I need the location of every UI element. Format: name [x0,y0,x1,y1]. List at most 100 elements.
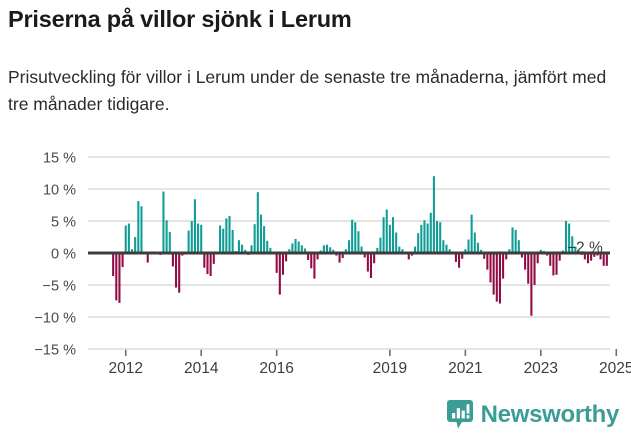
chart-bar[interactable] [278,253,281,295]
chart-bar[interactable] [555,253,558,275]
chart-bar[interactable] [307,253,310,261]
chart-bar[interactable] [533,253,536,285]
chart-bar[interactable] [190,221,193,253]
chart-bar[interactable] [454,253,457,262]
chart-bar[interactable] [495,253,498,302]
chart-bar[interactable] [414,246,417,253]
chart-bar[interactable] [458,253,461,268]
chart-bar[interactable] [489,253,492,283]
chart-bar[interactable] [373,253,376,264]
chart-bar[interactable] [423,220,426,253]
chart-bar[interactable] [203,253,206,268]
chart-bar[interactable] [162,191,165,253]
chart-bar[interactable] [508,249,511,253]
chart-bar[interactable] [498,253,501,304]
chart-bar[interactable] [178,253,181,293]
chart-bar[interactable] [322,245,325,253]
chart-bar[interactable] [505,253,508,260]
chart-bar[interactable] [366,253,369,272]
chart-bar[interactable] [231,229,234,253]
chart-bar[interactable] [288,249,291,253]
chart-bar[interactable] [426,223,429,253]
chart-bar[interactable] [269,247,272,253]
chart-bar[interactable] [212,253,215,264]
chart-bar[interactable] [225,218,228,253]
chart-bar[interactable] [369,253,373,278]
chart-bar[interactable] [590,253,593,261]
chart-bar[interactable] [115,253,118,301]
chart-bar[interactable] [200,224,203,253]
chart-bar[interactable] [382,217,385,253]
chart-bar[interactable] [470,214,473,253]
chart-bar[interactable] [341,253,344,259]
chart-bar[interactable] [297,241,300,253]
chart-bar[interactable] [574,246,577,253]
chart-bar[interactable] [492,253,495,295]
chart-bar[interactable] [395,232,398,253]
chart-bar[interactable] [344,249,347,253]
chart-bar[interactable] [112,253,115,277]
chart-bar[interactable] [401,249,404,253]
chart-bar[interactable] [420,224,423,253]
chart-bar[interactable] [527,253,530,284]
chart-bar[interactable] [517,240,520,253]
chart-bar[interactable] [266,240,269,253]
chart-bar[interactable] [137,201,140,253]
chart-bar[interactable] [417,233,420,253]
chart-bar[interactable] [486,253,489,270]
chart-bar[interactable] [605,253,608,266]
chart-bar[interactable] [313,253,316,279]
chart-bar[interactable] [291,243,294,253]
chart-bar[interactable] [552,253,555,276]
chart-bar[interactable] [168,231,171,253]
chart-bar[interactable] [568,223,571,253]
chart-bar[interactable] [549,253,552,266]
newsworthy-logo[interactable]: Newsworthy [446,400,619,429]
chart-bar[interactable] [253,224,256,253]
chart-bar[interactable] [332,249,335,253]
chart-bar[interactable] [376,247,379,253]
chart-bar[interactable] [193,199,196,253]
chart-bar[interactable] [222,228,225,253]
chart-bar[interactable] [256,192,259,253]
chart-bar[interactable] [388,224,391,253]
chart-bar[interactable] [514,229,517,253]
chart-bar[interactable] [338,253,341,263]
chart-bar[interactable] [165,220,168,253]
chart-bar[interactable] [363,253,366,258]
chart-bar[interactable] [467,239,470,253]
chart-bar[interactable] [586,253,590,264]
chart-bar[interactable] [502,253,505,279]
chart-bar[interactable] [439,222,442,253]
chart-bar[interactable] [448,249,451,253]
chart-bar[interactable] [300,245,303,253]
chart-bar[interactable] [263,226,266,253]
chart-bar[interactable] [206,253,209,275]
chart-bar[interactable] [118,253,121,303]
chart-bar[interactable] [398,246,401,253]
chart-bar[interactable] [602,253,605,266]
chart-bar[interactable] [347,240,351,253]
chart-bar[interactable] [524,253,527,270]
chart-bar[interactable] [476,242,479,253]
chart-bar[interactable] [357,231,360,253]
chart-bar[interactable] [171,253,174,267]
chart-bar[interactable] [385,209,388,253]
chart-bar[interactable] [571,236,574,253]
chart-bar[interactable] [121,253,124,268]
chart-bar[interactable] [360,246,363,253]
chart-bar[interactable] [583,253,586,260]
chart-bar[interactable] [175,253,178,288]
chart-bar[interactable] [127,223,130,253]
chart-bar[interactable] [536,253,539,264]
chart-bar[interactable] [480,249,483,253]
chart-bar[interactable] [483,253,486,259]
chart-bar[interactable] [146,253,149,263]
chart-bar[interactable] [228,215,231,253]
chart-bar[interactable] [511,227,514,253]
chart-bar[interactable] [379,237,382,253]
chart-bar[interactable] [530,253,533,316]
chart-bar[interactable] [599,253,602,260]
chart-bar[interactable] [275,253,278,273]
chart-bar[interactable] [124,225,127,253]
